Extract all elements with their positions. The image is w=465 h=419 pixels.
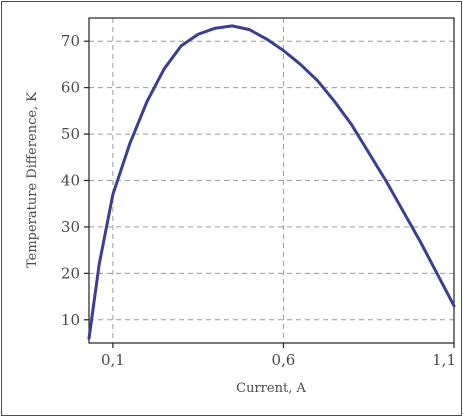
series-line (89, 26, 454, 338)
y-tick-label: 60 (61, 79, 80, 97)
y-tick-label: 40 (61, 172, 80, 190)
series-layer (89, 26, 454, 338)
x-tick-label: 0,1 (101, 351, 125, 369)
y-tick-label: 10 (61, 311, 80, 329)
y-tick-label: 50 (61, 125, 80, 143)
y-axis-title: Temperature Difference, K (25, 92, 40, 268)
x-axis-title: Current, A (236, 381, 306, 396)
y-tick-label: 70 (61, 32, 80, 50)
y-tick-label: 30 (61, 218, 80, 236)
x-tick-label: 0,6 (272, 351, 296, 369)
grid-layer (89, 18, 454, 343)
x-tick-label: 1,1 (432, 351, 456, 369)
y-tick-label: 20 (61, 264, 80, 282)
